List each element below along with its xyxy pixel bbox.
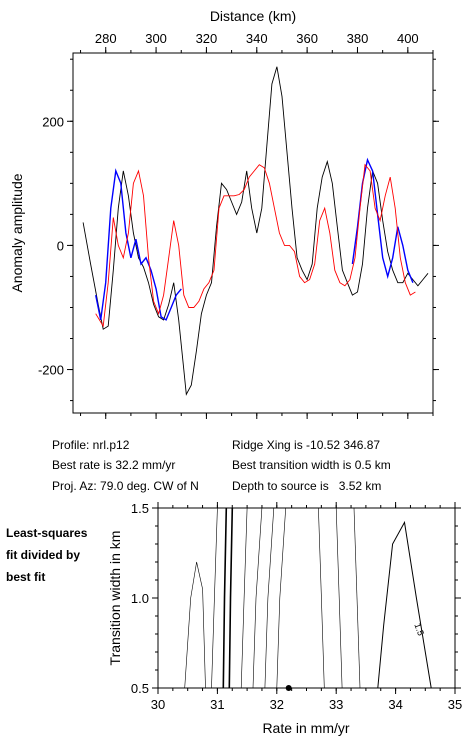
profile-x-tick-label: 280 [95, 31, 117, 46]
profile-series-line [95, 168, 182, 321]
misfit-caption-line: best fit [6, 570, 46, 584]
misfit-x-tick-label: 34 [388, 697, 402, 712]
misfit-contour-line [353, 507, 361, 689]
misfit-y-axis: 1.5 1.0 0.5 [131, 501, 461, 696]
misfit-contour-label: 1.5 [412, 622, 426, 637]
profile-y-axis-label: Anomaly amplitude [9, 173, 25, 292]
ridge-crossing: Ridge Xing is -10.52 346.87 [232, 438, 381, 452]
profile-plot-frame [72, 52, 434, 414]
misfit-contour-line [184, 561, 206, 689]
profile-x-tick-label: 320 [196, 31, 218, 46]
profile-x-tick-label: 340 [246, 31, 268, 46]
misfit-contour-line [228, 507, 234, 689]
profile-y-tick-label: 0 [57, 238, 64, 253]
misfit-contour-line [252, 507, 263, 689]
profile-x-axis-label: Distance (km) [210, 8, 296, 24]
projection-azimuth: Proj. Az: 79.0 deg. CW of N [52, 479, 199, 493]
misfit-y-tick-label: 1.5 [131, 501, 149, 516]
misfit-contour-line [335, 507, 343, 689]
profile-x-tick-label: 400 [397, 31, 419, 46]
profile-y-tick-label: 200 [42, 114, 64, 129]
profile-x-tick-label: 300 [145, 31, 167, 46]
depth-to-source: Depth to source is 3.52 km [232, 479, 382, 493]
misfit-x-tick-label: 35 [448, 697, 462, 712]
misfit-contour-line [211, 507, 218, 689]
profile-series-line [82, 66, 429, 396]
misfit-x-tick-label: 31 [210, 697, 224, 712]
misfit-x-tick-label: 32 [270, 697, 284, 712]
profile-y-axis: 200 0 -200 [38, 58, 439, 402]
profile-x-tick-label: 380 [347, 31, 369, 46]
misfit-y-tick-label: 1.0 [131, 591, 149, 606]
profile-x-tick-label: 360 [296, 31, 318, 46]
misfit-y-axis-label: Transition width in km [107, 531, 123, 666]
misfit-contours: 1.5 [184, 507, 432, 691]
misfit-x-axis: 30 31 32 33 34 35 [151, 502, 462, 712]
misfit-caption: Least-squares fit divided by best fit [6, 522, 87, 588]
best-transition-width: Best transition width is 0.5 km [232, 458, 391, 472]
profile-series [82, 66, 429, 396]
profile-name: Profile: nrl.p12 [52, 438, 130, 452]
misfit-plot-frame [157, 507, 456, 689]
misfit-contour-line [318, 507, 325, 689]
profile-series-line [95, 163, 416, 328]
best-rate: Best rate is 32.2 mm/yr [52, 458, 176, 472]
misfit-caption-line: Least-squares [6, 526, 88, 540]
profile-x-axis: 280 300 320 340 360 380 400 [80, 31, 434, 419]
profile-y-tick-label: -200 [38, 363, 64, 378]
misfit-x-tick-label: 30 [151, 697, 165, 712]
misfit-x-axis-label: Rate in mm/yr [262, 720, 349, 736]
best-fit-point [285, 685, 292, 691]
misfit-contour-line [240, 507, 248, 689]
misfit-contour-line [222, 507, 228, 689]
misfit-contour-line [377, 520, 432, 689]
misfit-y-tick-label: 0.5 [131, 681, 149, 696]
misfit-caption-line: fit divided by [6, 548, 81, 562]
misfit-contour-line [264, 507, 275, 689]
misfit-x-tick-label: 33 [329, 697, 343, 712]
misfit-contour-line [276, 507, 286, 689]
